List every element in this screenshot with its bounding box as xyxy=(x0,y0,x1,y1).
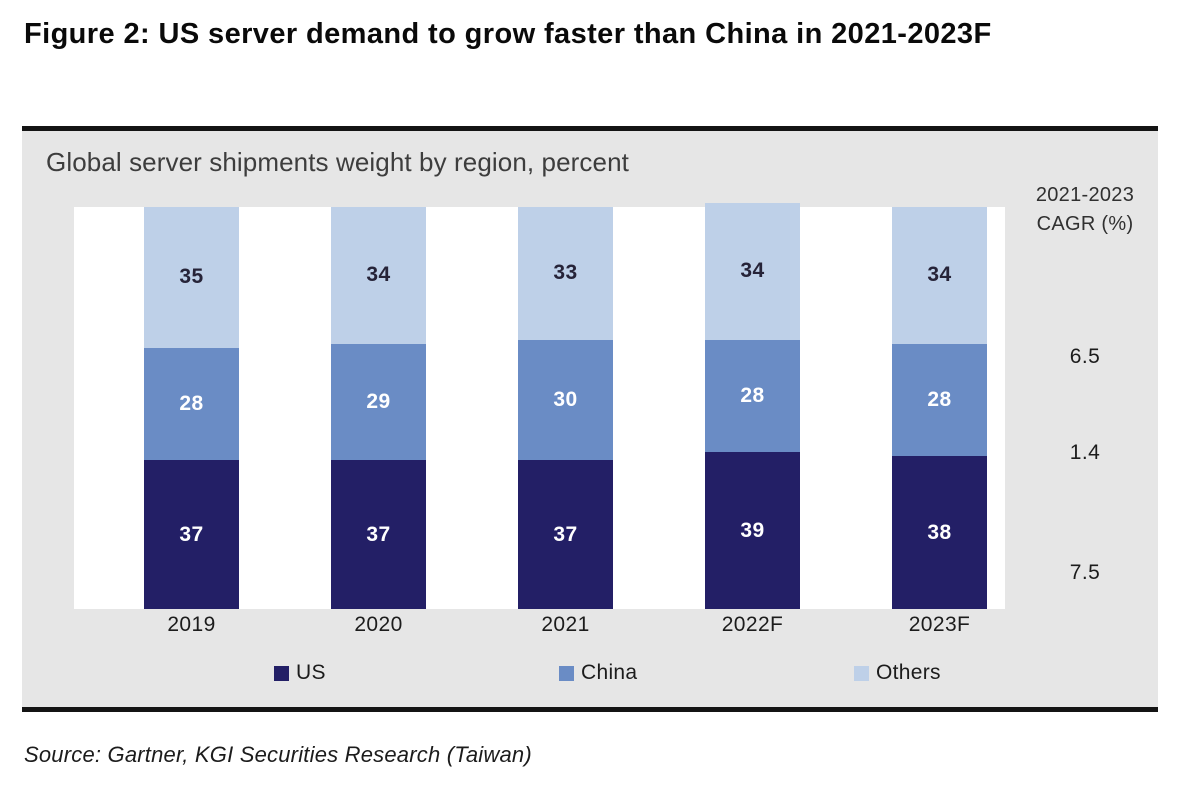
legend-swatch-icon xyxy=(559,665,574,681)
chart-legend: US China Others xyxy=(74,661,1005,697)
bar-segment-china[interactable]: 29 xyxy=(331,343,426,461)
bar-value-label: 37 xyxy=(553,522,578,546)
bar-value-label: 34 xyxy=(927,263,952,287)
bar-segment-others[interactable]: 35 xyxy=(144,207,239,348)
bar-segment-others[interactable]: 34 xyxy=(892,207,987,344)
cagr-column: 2021-2023 CAGR (%) xyxy=(1012,181,1158,239)
bar-value-label: 28 xyxy=(740,383,765,407)
bar-value-label: 37 xyxy=(366,522,391,546)
x-axis-label: 2022F xyxy=(721,613,784,636)
bar-value-label: 38 xyxy=(927,520,952,544)
bar-value-label: 39 xyxy=(740,518,765,542)
legend-label: Others xyxy=(876,661,941,684)
x-axis-label: 2019 xyxy=(167,613,216,636)
bar-segment-us[interactable]: 37 xyxy=(331,460,426,609)
cagr-header-line-1: 2021-2023 xyxy=(1035,184,1135,206)
bar-segment-china[interactable]: 30 xyxy=(518,339,613,461)
cagr-value: 7.5 xyxy=(1069,561,1101,584)
legend-label: China xyxy=(581,661,638,684)
bar-segment-us[interactable]: 39 xyxy=(705,452,800,609)
chart-subtitle: Global server shipments weight by region… xyxy=(46,147,629,177)
x-axis: 2019 2020 2021 2022F 2023F xyxy=(74,613,1005,653)
legend-item-others[interactable]: Others xyxy=(854,661,941,685)
cagr-header-line-2: CAGR (%) xyxy=(1036,213,1134,235)
bar-value-label: 30 xyxy=(553,387,578,411)
x-axis-label: 2020 xyxy=(354,613,403,636)
bar-segment-others[interactable]: 33 xyxy=(518,207,613,340)
bar-value-label: 28 xyxy=(179,391,204,415)
x-axis-label: 2023F xyxy=(908,613,971,636)
bar-group[interactable]: 34 28 39 xyxy=(705,203,800,609)
bar-segment-china[interactable]: 28 xyxy=(892,343,987,457)
bar-value-label: 33 xyxy=(553,261,578,285)
bar-value-label: 29 xyxy=(366,389,391,413)
cagr-value: 1.4 xyxy=(1069,441,1101,464)
legend-item-china[interactable]: China xyxy=(559,661,637,685)
bar-segment-china[interactable]: 28 xyxy=(705,339,800,453)
bar-group[interactable]: 34 28 38 xyxy=(892,207,987,609)
bar-segment-us[interactable]: 37 xyxy=(144,460,239,609)
bar-segment-others[interactable]: 34 xyxy=(705,203,800,340)
bar-segment-others[interactable]: 34 xyxy=(331,207,426,344)
bar-group[interactable]: 35 28 37 xyxy=(144,207,239,609)
plot-area: 35 28 37 34 29 37 33 30 37 34 28 39 34 28 38 xyxy=(74,203,1005,609)
x-axis-label: 2021 xyxy=(541,613,590,636)
bar-segment-us[interactable]: 37 xyxy=(518,460,613,609)
bar-segment-china[interactable]: 28 xyxy=(144,347,239,461)
cagr-value: 6.5 xyxy=(1069,345,1101,368)
legend-swatch-icon xyxy=(854,665,869,681)
legend-label: US xyxy=(296,661,326,684)
legend-item-us[interactable]: US xyxy=(274,661,326,685)
bar-value-label: 34 xyxy=(740,259,765,283)
figure-title: Figure 2: US server demand to grow faste… xyxy=(24,18,992,50)
bar-segment-us[interactable]: 38 xyxy=(892,456,987,609)
source-note: Source: Gartner, KGI Securities Research… xyxy=(24,742,532,767)
bar-value-label: 35 xyxy=(179,265,204,289)
bar-value-label: 37 xyxy=(179,522,204,546)
legend-swatch-icon xyxy=(274,665,289,681)
bar-group[interactable]: 33 30 37 xyxy=(518,207,613,609)
bar-group[interactable]: 34 29 37 xyxy=(331,207,426,609)
bar-value-label: 28 xyxy=(927,387,952,411)
bar-value-label: 34 xyxy=(366,263,391,287)
chart-panel: Global server shipments weight by region… xyxy=(22,126,1158,712)
